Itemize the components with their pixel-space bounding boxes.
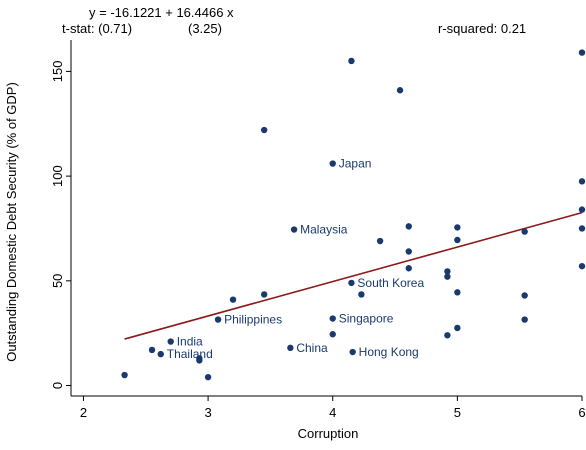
data-point	[578, 225, 586, 232]
x-axis-label: Corruption	[298, 426, 359, 441]
tstat-intercept: t-stat: (0.71)	[62, 21, 132, 36]
tstat-slope: (3.25)	[188, 21, 222, 36]
point-label: Hong Kong	[359, 345, 419, 359]
y-tick-label: 100	[50, 165, 65, 187]
data-point	[444, 332, 451, 339]
data-point	[260, 126, 268, 134]
point-label: Thailand	[167, 347, 213, 361]
data-point	[348, 279, 355, 287]
fit-line-layer	[124, 211, 583, 340]
points-layer	[121, 49, 586, 381]
data-point	[204, 373, 212, 381]
data-point	[454, 236, 461, 244]
data-point	[167, 338, 174, 345]
point-label: India	[177, 335, 203, 349]
point-label: Philippines	[224, 313, 282, 327]
regression-annotations: y = -16.1221 + 16.4466 x t-stat: (0.71) …	[62, 5, 526, 36]
x-tick-label: 6	[578, 405, 585, 420]
data-point	[260, 291, 268, 298]
point-label: Singapore	[339, 312, 394, 326]
x-tick-label: 2	[80, 405, 87, 420]
data-point	[214, 316, 222, 323]
data-point	[578, 49, 586, 56]
axes: 2 3 4 5 6 0 50 100 150	[50, 40, 586, 420]
data-point	[454, 289, 461, 296]
x-tick-label: 3	[204, 405, 211, 420]
data-point	[348, 57, 355, 65]
data-point	[444, 273, 451, 280]
data-point	[329, 160, 336, 167]
point-label: Japan	[339, 157, 372, 171]
data-point	[405, 223, 412, 230]
point-label: Malaysia	[300, 223, 348, 237]
data-point	[444, 268, 451, 275]
data-point	[148, 346, 156, 354]
data-point	[578, 206, 586, 213]
y-tick-label: 0	[50, 382, 65, 389]
data-point	[287, 344, 294, 352]
data-point	[329, 315, 336, 322]
data-point	[521, 292, 528, 299]
y-tick-label: 50	[50, 274, 65, 288]
data-point	[329, 331, 336, 338]
x-tick-label: 5	[454, 405, 461, 420]
data-point	[521, 316, 528, 323]
data-point	[121, 371, 128, 379]
data-point	[454, 324, 461, 332]
data-point	[376, 237, 384, 245]
data-point	[157, 350, 164, 358]
data-point	[229, 296, 237, 303]
x-tick-label: 4	[329, 405, 336, 420]
point-label: China	[296, 341, 328, 355]
y-axis-label: Outstanding Domestic Debt Security (% of…	[4, 82, 19, 362]
data-point	[290, 226, 298, 233]
data-point	[396, 87, 404, 94]
data-point	[405, 248, 412, 255]
data-point	[578, 178, 586, 185]
regression-equation: y = -16.1221 + 16.4466 x	[89, 5, 234, 20]
r-squared: r-squared: 0.21	[438, 21, 526, 36]
data-point	[196, 357, 203, 364]
point-label: South Korea	[357, 276, 424, 290]
data-point	[358, 291, 365, 298]
data-point	[349, 348, 356, 356]
data-point	[578, 262, 586, 270]
data-point	[454, 224, 461, 231]
data-point	[405, 265, 412, 272]
y-tick-label: 150	[50, 61, 65, 83]
data-point	[521, 228, 528, 235]
fit-line	[124, 211, 583, 340]
